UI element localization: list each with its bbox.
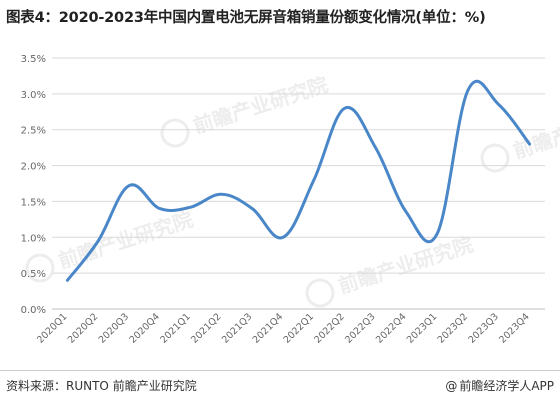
y-tick-label: 1.5% [21,197,46,208]
footer-divider [0,370,560,371]
x-tick-label: 2023Q4 [497,311,531,345]
watermark-logo-icon [160,118,190,148]
watermark-text: 前瞻产业研究院 [335,232,476,298]
x-tick-label: 2020Q4 [128,311,162,345]
x-tick-label: 2023Q2 [436,311,470,345]
watermark: 前瞻产业研究院 [305,232,476,308]
y-tick-label: 0.0% [21,305,46,316]
series-line [65,80,532,282]
x-tick-label: 2021Q1 [158,311,192,345]
watermark: 前瞻产业研究院 [160,72,331,148]
x-tick-label: 2020Q1 [35,311,69,345]
watermark: 前瞻产业研究院 [480,97,560,173]
x-tick-label: 2021Q4 [251,311,285,345]
y-axis-ticks: 0.0% 0.5% 1.0% 1.5% 2.0% 2.5% 3.0% 3.5% [21,54,46,316]
y-tick-label: 1.0% [21,233,46,244]
watermark-logo-icon [25,253,55,283]
y-tick-label: 3.5% [21,54,46,65]
chart-area: 前瞻产业研究院 前瞻产业研究院 前瞻产业研究院 前瞻产业研究院 0.0% 0.5% 1.0… [0,38,560,363]
at-icon: @ [445,379,458,393]
x-tick-label: 2021Q3 [220,311,254,345]
source-note: 资料来源：RUNTO 前瞻产业研究院 [6,379,197,393]
watermark-text: 前瞻产业研究院 [190,72,331,138]
x-tick-label: 2023Q1 [405,311,439,345]
x-tick-label: 2023Q3 [466,311,500,345]
x-tick-label: 2020Q3 [97,311,131,345]
x-tick-label: 2021Q2 [189,311,223,345]
x-tick-label: 2020Q2 [66,311,100,345]
x-tick-label: 2022Q2 [312,311,346,345]
watermark-logo-icon [480,143,510,173]
y-tick-label: 3.0% [21,90,46,101]
watermark-text: 前瞻产业研究院 [55,207,196,273]
x-tick-label: 2022Q1 [282,311,316,345]
watermark-logo-icon [305,278,335,308]
chart-title: 图表4：2020-2023年中国内置电池无屏音箱销量份额变化情况(单位：%) [6,10,486,26]
gridlines [52,57,545,310]
x-tick-label: 2022Q4 [374,311,408,345]
credit-label: 前瞻经济学人APP [459,379,554,393]
x-tick-label: 2022Q3 [343,311,377,345]
y-tick-label: 2.0% [21,162,46,173]
y-tick-label: 2.5% [21,126,46,137]
credit-note: @ 前瞻经济学人APP [445,377,554,394]
y-tick-label: 0.5% [21,269,46,280]
x-axis-ticks: 2020Q12020Q22020Q32020Q42021Q12021Q22021… [35,311,532,345]
